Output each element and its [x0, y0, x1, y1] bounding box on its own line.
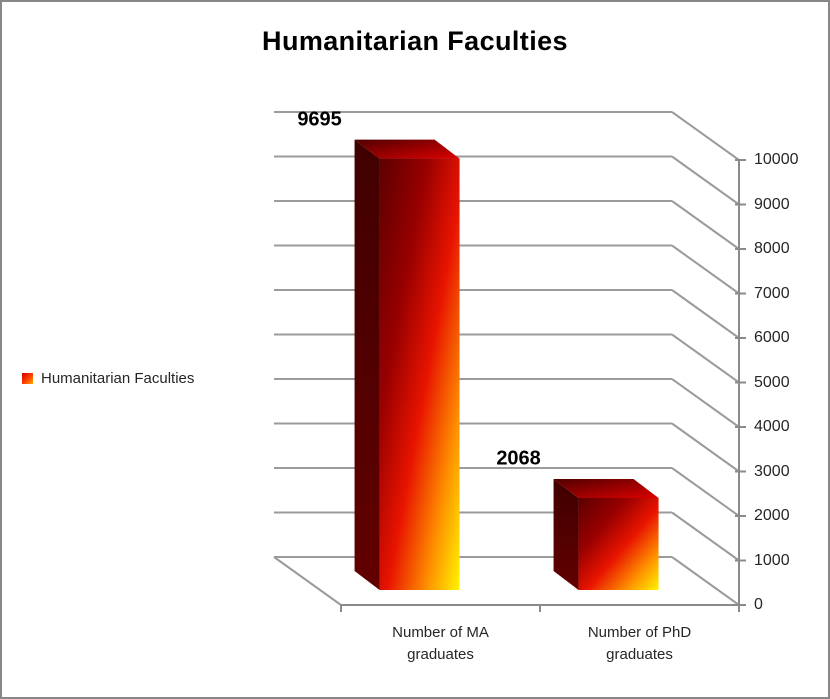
legend-series-marker-icon [22, 373, 33, 384]
grid-line-side [671, 200, 740, 250]
data-label: 9695 [297, 108, 342, 131]
data-label: 2068 [496, 447, 541, 470]
y-axis-tick-label: 5000 [754, 373, 790, 391]
grid-line-side [671, 511, 740, 562]
y-axis-tick-label: 7000 [754, 284, 790, 302]
y-axis-tick-label: 1000 [754, 551, 790, 569]
category-label: Number of MA graduates [331, 622, 551, 666]
y-axis-tick-label: 4000 [754, 418, 790, 435]
category-label-line: graduates [407, 646, 474, 663]
y-axis-tick-label: 10000 [754, 151, 799, 168]
y-axis-tick-label: 9000 [754, 195, 790, 213]
grid-line-side [671, 422, 740, 473]
grid-line-side [671, 289, 740, 339]
category-label-line: Number of PhD [587, 624, 692, 641]
grid-line-side [671, 467, 740, 517]
grid-line-side [671, 111, 740, 161]
y-axis-tick-label: 6000 [754, 329, 790, 346]
bar-front-face [379, 158, 460, 590]
y-axis-tick-label: 0 [754, 596, 763, 613]
bar-side-face [553, 478, 579, 590]
y-axis-tick-label: 8000 [754, 240, 790, 257]
floor-left-edge [273, 556, 342, 606]
category-label-line: Number of MA [392, 624, 489, 641]
bar-side-face [354, 139, 380, 590]
grid-line-side [671, 333, 740, 384]
bar-front-face [578, 497, 659, 590]
chart-title: Humanitarian Faculties [262, 26, 568, 56]
bar-top-face [354, 139, 460, 159]
grid-line-side [671, 556, 740, 606]
category-label: Number of PhD graduates [530, 622, 750, 666]
y-axis-tick-label: 2000 [754, 507, 790, 524]
grid-line-side [671, 155, 740, 206]
grid-line-side [671, 244, 740, 295]
legend: Humanitarian Faculties [22, 370, 194, 387]
legend-label: Humanitarian Faculties [41, 370, 195, 387]
bar-top-face [553, 478, 659, 498]
grid-line-side [671, 378, 740, 428]
category-label-line: graduates [606, 646, 673, 663]
y-axis-tick-label: 3000 [754, 462, 790, 480]
